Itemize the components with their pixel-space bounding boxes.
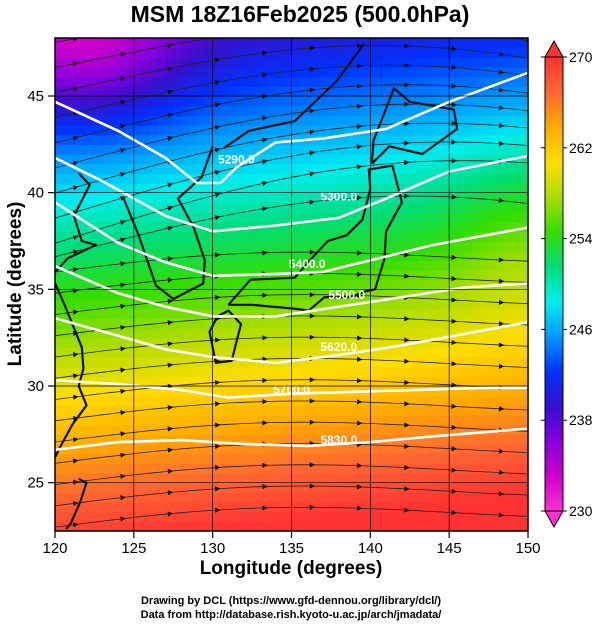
contour-label-5830.0: 5830.0 [320, 433, 357, 447]
colorbar-top-extend [544, 39, 564, 58]
colorbar-tick-label-270: 270 [569, 49, 593, 65]
contour-5290.0 [55, 71, 528, 185]
contour-label-5290.0: 5290.0 [218, 153, 255, 167]
coastline-4 [370, 87, 459, 165]
contour-5830.0 [55, 427, 528, 452]
contour-label-5300.0: 5300.0 [320, 189, 357, 203]
y-tick-label-25: 25 [27, 475, 44, 492]
x-tick-label-130: 130 [200, 540, 225, 557]
y-tick-label-35: 35 [27, 281, 44, 298]
x-tick-label-150: 150 [515, 540, 540, 557]
plot-area: 5290.05300.05400.05500.05620.05700.05830… [54, 37, 529, 532]
contour-label-5620.0: 5620.0 [320, 340, 357, 354]
contour-label-5500.0: 5500.0 [328, 288, 365, 302]
x-tick-label-140: 140 [358, 540, 383, 557]
colorbar: 230 238 246 254 262 270 [541, 39, 593, 529]
x-axis-ticks: 120 125 130 135 140 145 150 [42, 531, 541, 557]
colorbar-tick-label-254: 254 [569, 231, 593, 247]
x-tick-label-145: 145 [437, 540, 462, 557]
x-tick-label-120: 120 [42, 540, 67, 557]
x-axis-label: Longitude (degrees) [200, 558, 383, 579]
coastline-0 [121, 145, 214, 301]
coastline-6 [223, 43, 365, 150]
y-axis-ticks: 25 30 35 40 45 [27, 88, 55, 492]
coastline-2 [208, 309, 243, 364]
y-axis-label: Latitude (degrees) [5, 202, 26, 367]
credit-drawing: Drawing by DCL (https://www.gfd-dennou.o… [141, 595, 441, 607]
colorbar-tick-label-238: 238 [569, 412, 593, 428]
y-tick-label-45: 45 [27, 88, 44, 105]
colorbar-scale [544, 56, 564, 512]
colorbar-tick-label-262: 262 [569, 140, 593, 156]
x-tick-label-135: 135 [279, 540, 304, 557]
y-tick-label-30: 30 [27, 378, 44, 395]
colorbar-bottom-extend [544, 510, 564, 529]
contour-label-5400.0: 5400.0 [289, 257, 326, 271]
chart-title: MSM 18Z16Feb2025 (500.0hPa) [131, 1, 470, 27]
credit-data: Data from http://database.rish.kyoto-u.a… [141, 609, 442, 621]
colorbar-tick-label-230: 230 [569, 503, 593, 519]
y-tick-label-40: 40 [27, 185, 44, 202]
colorbar-tick-label-246: 246 [569, 321, 593, 337]
x-tick-label-125: 125 [121, 540, 146, 557]
coastline-3 [227, 164, 403, 312]
